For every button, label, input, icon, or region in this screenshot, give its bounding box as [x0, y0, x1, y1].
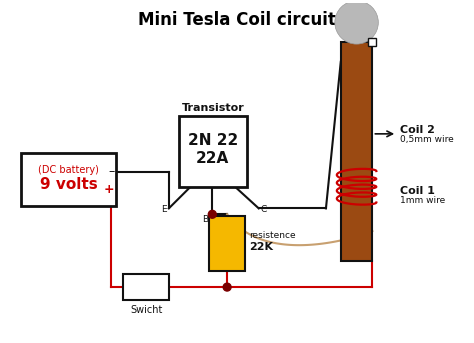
- Text: Transistor: Transistor: [182, 103, 244, 113]
- Bar: [20, 153, 117, 206]
- Text: –: –: [108, 165, 114, 178]
- Text: 2N 22
22A: 2N 22 22A: [188, 133, 238, 166]
- FancyBboxPatch shape: [210, 216, 245, 271]
- Text: 9 volts: 9 volts: [40, 177, 97, 192]
- Text: B: B: [202, 215, 209, 224]
- Bar: [341, 42, 373, 261]
- Circle shape: [209, 210, 216, 218]
- Text: 1mm wire: 1mm wire: [400, 196, 445, 205]
- Text: Swicht: Swicht: [130, 305, 162, 315]
- Text: E: E: [161, 205, 167, 214]
- Bar: [123, 274, 169, 300]
- Text: +: +: [104, 183, 114, 196]
- Text: Mini Tesla Coil circuit: Mini Tesla Coil circuit: [138, 11, 336, 29]
- Text: 0,5mm wire: 0,5mm wire: [400, 135, 454, 144]
- Text: Coil 2: Coil 2: [400, 125, 435, 135]
- Text: resistence: resistence: [249, 232, 295, 240]
- Text: Coil 1: Coil 1: [400, 186, 435, 196]
- Circle shape: [335, 1, 378, 44]
- Text: C: C: [261, 205, 267, 214]
- Text: (DC battery): (DC battery): [38, 165, 99, 175]
- Circle shape: [223, 283, 231, 291]
- Bar: [368, 38, 376, 46]
- Bar: [179, 116, 247, 187]
- Text: 22K: 22K: [249, 242, 273, 252]
